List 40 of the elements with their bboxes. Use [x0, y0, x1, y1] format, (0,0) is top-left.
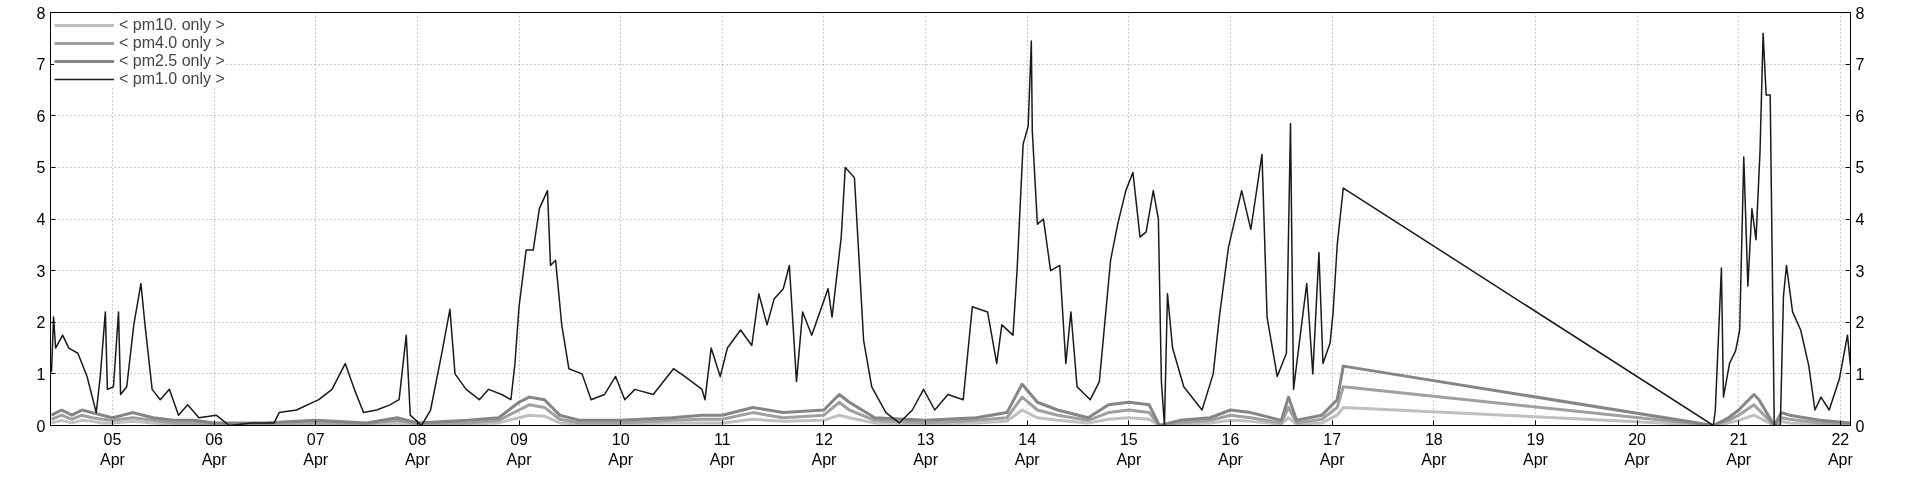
y-tick-label: 4	[36, 211, 46, 228]
x-tick-label: 14 Apr	[1014, 430, 1041, 468]
x-tick-label: 19 Apr	[1522, 430, 1549, 468]
x-tick-label: 21 Apr	[1726, 430, 1752, 468]
y-tick-label: 0	[36, 417, 46, 435]
legend-label: < pm2.5 only >	[119, 52, 225, 70]
x-tick-label: 15 Apr	[1116, 430, 1142, 468]
y-tick-label: 1	[36, 365, 46, 383]
y-tick-label: 5	[36, 159, 46, 177]
x-tick-label: 06 Apr	[201, 430, 228, 468]
y2-tick-label: 1	[1855, 365, 1865, 383]
legend-label: < pm4.0 only >	[119, 34, 225, 52]
x-tick-label: 18 Apr	[1421, 430, 1447, 468]
x-tick-label: 16 Apr	[1218, 430, 1244, 468]
y-tick-label: 3	[36, 262, 46, 280]
y2-tick-label: 5	[1855, 159, 1865, 177]
y2-tick-label: 6	[1855, 107, 1865, 125]
x-tick-label: 22 Apr	[1827, 430, 1854, 468]
x-tick-label: 10 Apr	[608, 430, 634, 468]
y-tick-label: 8	[36, 4, 46, 22]
x-tick-label: 20 Apr	[1624, 430, 1651, 468]
y2-tick-label: 2	[1855, 314, 1865, 332]
legend-label: < pm1.0 only >	[119, 70, 225, 88]
x-tick-label: 05 Apr	[100, 430, 126, 468]
legend-label: < pm10. only >	[119, 16, 225, 34]
y-tick-label: 7	[36, 56, 46, 74]
x-tick-label: 07 Apr	[303, 430, 329, 468]
x-tick-label: 08 Apr	[404, 430, 431, 468]
x-tick-label: 17 Apr	[1319, 430, 1346, 468]
y-tick-label: 2	[36, 314, 46, 332]
y2-tick-label: 3	[1855, 262, 1865, 280]
y2-tick-label: 8	[1855, 4, 1865, 22]
y2-tick-label: 7	[1855, 56, 1865, 74]
y2-tick-label: 0	[1855, 417, 1865, 435]
y2-tick-label: 4	[1855, 211, 1865, 228]
x-tick-label: 13 Apr	[913, 430, 939, 468]
y-tick-label: 6	[36, 107, 46, 125]
x-tick-label: 09 Apr	[506, 430, 533, 468]
x-tick-label: 11 Apr	[709, 430, 736, 468]
x-tick-label: 12 Apr	[811, 430, 838, 468]
